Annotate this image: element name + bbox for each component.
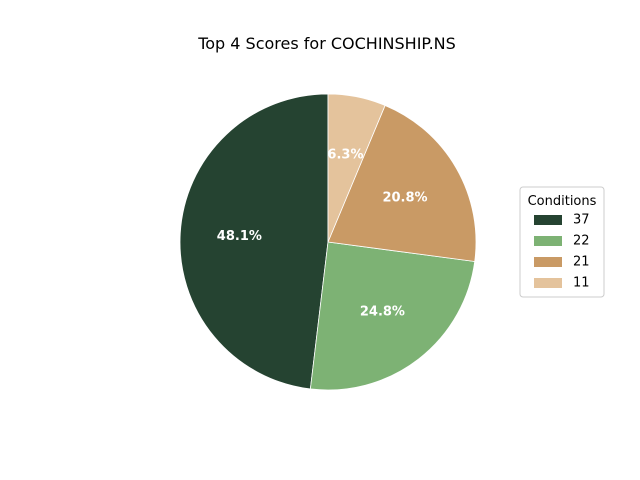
- slice-label-21: 20.8%: [382, 190, 427, 205]
- legend-label-21: 21: [573, 255, 590, 270]
- pie-slice-37: [179, 93, 329, 390]
- pie-slices: [179, 93, 477, 391]
- slice-label-37: 48.1%: [217, 229, 262, 244]
- pie-slice-22: [309, 241, 476, 391]
- chart-title: Top 4 Scores for COCHINSHIP.NS: [197, 34, 456, 53]
- legend-label-11: 11: [573, 276, 590, 291]
- legend: Conditions 37 22 21 11: [519, 186, 605, 298]
- legend-swatch-11: [534, 278, 562, 288]
- pie-slice-21: [327, 104, 477, 262]
- legend-swatch-37: [534, 215, 562, 225]
- legend-items: 37 22 21 11: [534, 213, 590, 291]
- legend-label-37: 37: [573, 213, 590, 228]
- legend-swatch-21: [534, 257, 562, 267]
- slice-label-22: 24.8%: [360, 305, 405, 320]
- legend-title: Conditions: [528, 194, 597, 209]
- legend-swatch-22: [534, 236, 562, 246]
- slice-label-11: 6.3%: [327, 147, 363, 162]
- pie-slice-11: [327, 93, 386, 243]
- pie-slice-labels: 48.1% 24.8% 20.8% 6.3%: [217, 147, 428, 319]
- legend-label-22: 22: [573, 234, 590, 249]
